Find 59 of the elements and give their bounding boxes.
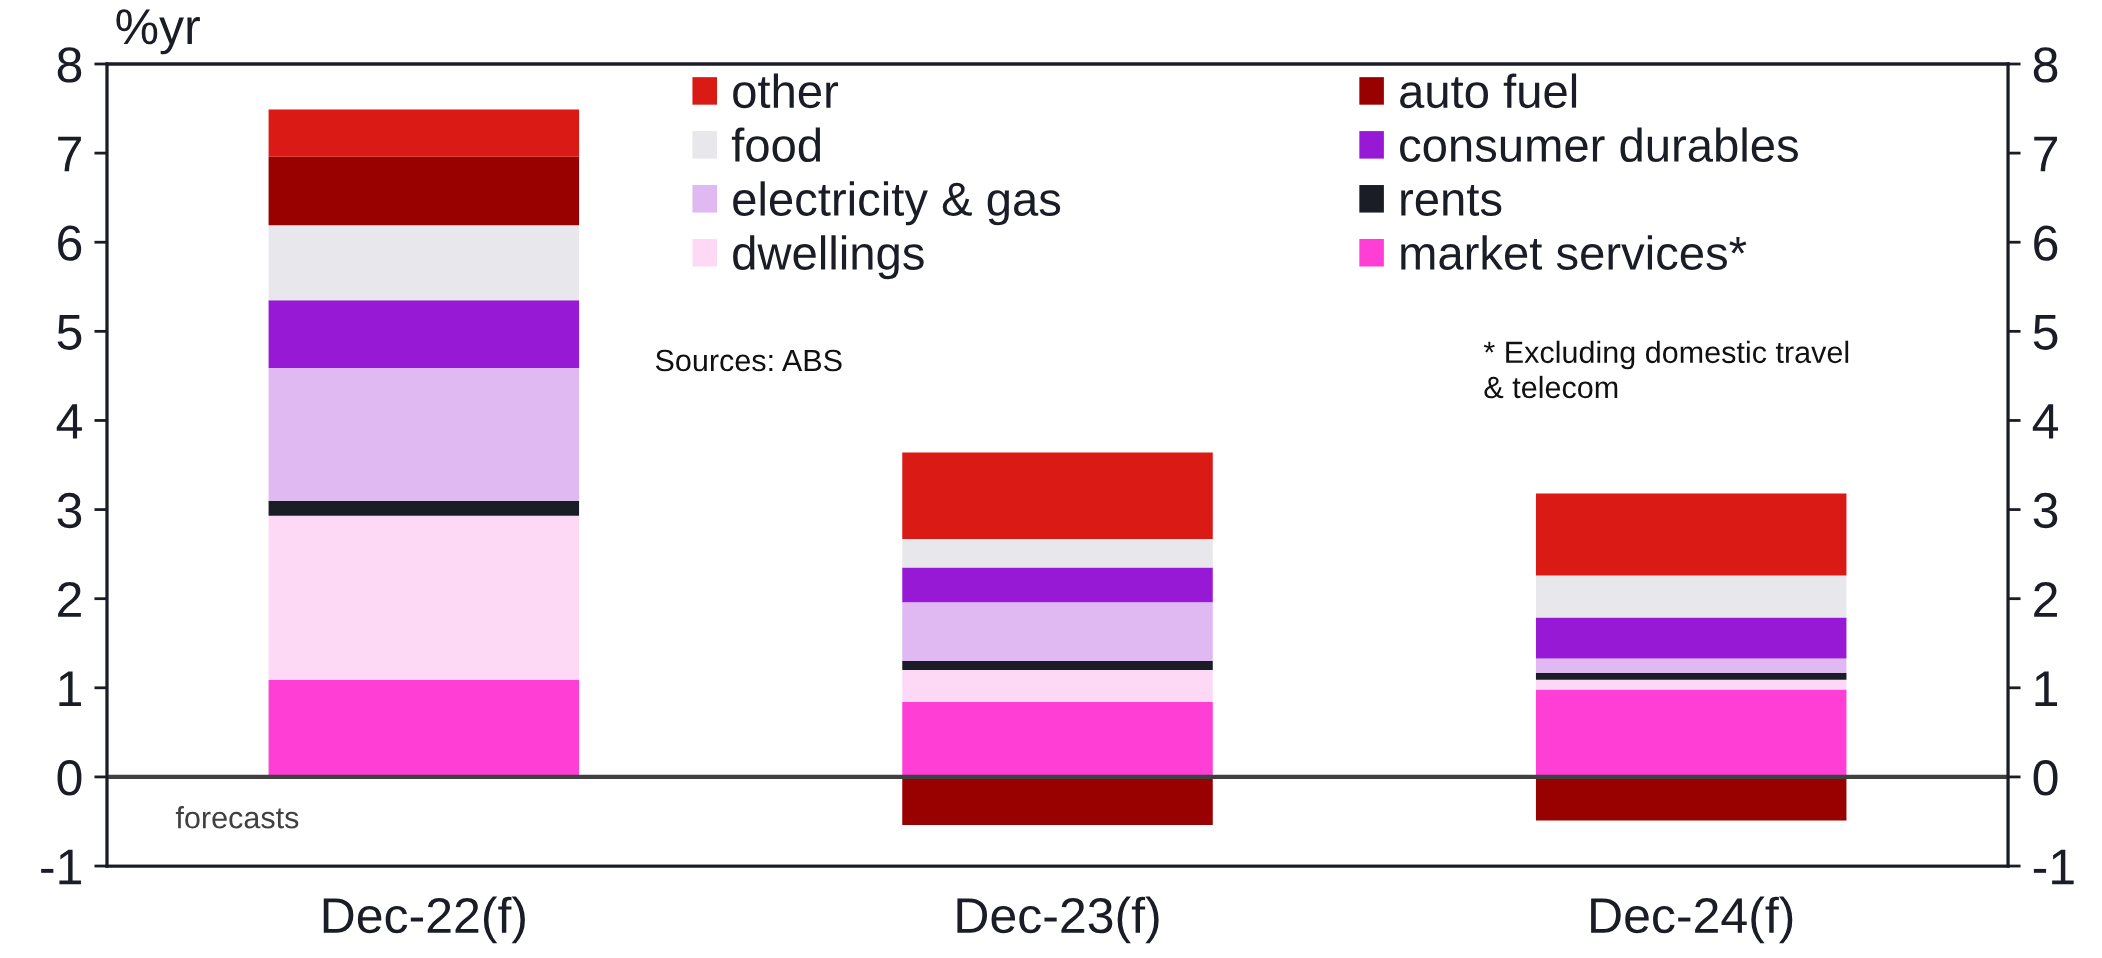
- bar: [902, 702, 1213, 777]
- bar: [268, 515, 580, 680]
- bar: [268, 500, 580, 516]
- y2-tick-label: 4: [2032, 404, 2058, 439]
- y-tick-label: 6: [58, 225, 82, 261]
- y-tick-label: 0: [57, 760, 82, 796]
- bar: [1535, 575, 1847, 618]
- x-tick-label: Dec-23(f): [957, 896, 1159, 944]
- y-tick-label: 4: [56, 404, 82, 439]
- legend-label: dwellings: [733, 235, 924, 280]
- y-tick-label: 7: [58, 136, 81, 172]
- y-tick-label: 3: [57, 492, 82, 529]
- bar: [1535, 493, 1847, 576]
- annotation: forecasts: [175, 806, 299, 829]
- legend-label: market services*: [1401, 235, 1747, 270]
- y2-tick-label: 8: [2033, 47, 2058, 83]
- bar: [902, 776, 1213, 826]
- bar: [902, 669, 1213, 703]
- legend-label: rents: [1401, 185, 1502, 216]
- bar: [1535, 672, 1847, 680]
- y-tick-label: 1: [59, 671, 81, 706]
- bar: [268, 679, 580, 777]
- y2-tick-label: 2: [2034, 581, 2057, 617]
- x-tick-label: Dec-24(f): [1591, 896, 1793, 944]
- bar: [1535, 617, 1847, 659]
- x-tick-label: Dec-22(f): [323, 896, 525, 944]
- bar: [902, 452, 1213, 539]
- legend-label: consumer durables: [1400, 127, 1798, 163]
- y2-tick-label: 1: [2035, 671, 2058, 706]
- bar: [902, 538, 1213, 568]
- y2-tick-label: 5: [2033, 315, 2058, 350]
- y-tick-label: 2: [58, 581, 81, 617]
- annotation: * Excluding domestic travel & telecom: [1483, 340, 1849, 399]
- y2-tick-label: 7: [2034, 136, 2057, 172]
- y-tick-label: 5: [57, 315, 82, 350]
- y2-tick-label: 0: [2033, 760, 2058, 796]
- bar: [902, 602, 1213, 662]
- y-axis-title: %yr: [116, 9, 200, 55]
- legend-label: other: [733, 73, 839, 109]
- bar: [1535, 658, 1847, 673]
- legend-label: food: [731, 127, 821, 163]
- y-tick-label: -1: [41, 849, 81, 885]
- bar: [1535, 776, 1847, 821]
- y-tick-label: 8: [57, 47, 82, 83]
- bar: [1535, 679, 1847, 690]
- bar: [902, 567, 1213, 603]
- bar: [1535, 689, 1847, 777]
- bar: [268, 367, 580, 501]
- y2-tick-label: 6: [2034, 225, 2058, 261]
- legend-label: electricity & gas: [733, 181, 1061, 226]
- bar: [268, 156, 580, 226]
- legend-label: auto fuel: [1400, 73, 1577, 109]
- y2-tick-label: -1: [2033, 849, 2074, 885]
- bar: [268, 109, 580, 157]
- bar: [268, 300, 580, 368]
- y2-tick-label: 3: [2033, 492, 2058, 529]
- bar: [268, 225, 580, 301]
- annotation: Sources: ABS: [655, 349, 842, 372]
- bar: [902, 661, 1213, 670]
